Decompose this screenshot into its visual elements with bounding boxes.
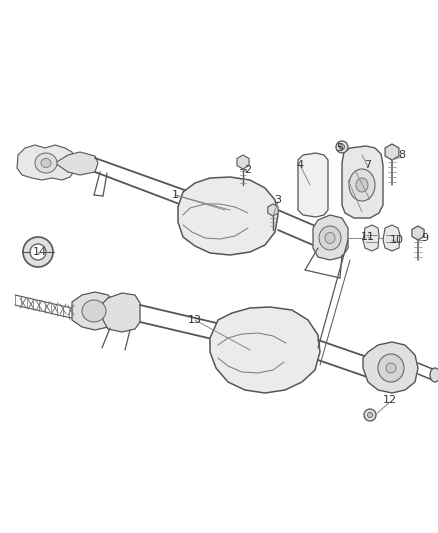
Polygon shape bbox=[298, 153, 328, 217]
Polygon shape bbox=[313, 215, 348, 260]
Text: 5: 5 bbox=[336, 143, 343, 153]
Polygon shape bbox=[383, 225, 400, 251]
Ellipse shape bbox=[41, 158, 51, 167]
Polygon shape bbox=[103, 293, 140, 332]
Polygon shape bbox=[72, 292, 115, 330]
Ellipse shape bbox=[336, 141, 348, 153]
Text: 2: 2 bbox=[244, 165, 251, 175]
Ellipse shape bbox=[386, 363, 396, 373]
Ellipse shape bbox=[364, 409, 376, 421]
Polygon shape bbox=[412, 226, 424, 240]
Text: 1: 1 bbox=[172, 190, 179, 200]
Text: 10: 10 bbox=[390, 235, 404, 245]
Text: 8: 8 bbox=[399, 150, 406, 160]
Polygon shape bbox=[268, 204, 278, 216]
Ellipse shape bbox=[325, 232, 335, 244]
Ellipse shape bbox=[30, 244, 46, 260]
Ellipse shape bbox=[23, 237, 53, 267]
Ellipse shape bbox=[339, 144, 345, 149]
Polygon shape bbox=[237, 155, 249, 169]
Ellipse shape bbox=[430, 368, 438, 382]
Text: 14: 14 bbox=[33, 247, 47, 257]
Text: 4: 4 bbox=[297, 160, 304, 170]
Text: 3: 3 bbox=[275, 195, 282, 205]
Polygon shape bbox=[342, 146, 383, 218]
Ellipse shape bbox=[319, 226, 341, 250]
Ellipse shape bbox=[82, 300, 106, 322]
Ellipse shape bbox=[35, 153, 57, 173]
Ellipse shape bbox=[367, 413, 372, 417]
Polygon shape bbox=[363, 342, 418, 393]
Polygon shape bbox=[55, 152, 98, 175]
Polygon shape bbox=[178, 177, 278, 255]
Polygon shape bbox=[363, 225, 379, 251]
Text: 12: 12 bbox=[383, 395, 397, 405]
Ellipse shape bbox=[349, 169, 375, 201]
Polygon shape bbox=[385, 144, 399, 160]
Text: 9: 9 bbox=[421, 233, 428, 243]
Text: 11: 11 bbox=[361, 232, 375, 242]
Ellipse shape bbox=[356, 178, 368, 192]
Text: 13: 13 bbox=[188, 315, 202, 325]
Polygon shape bbox=[17, 145, 75, 180]
Polygon shape bbox=[210, 307, 320, 393]
Text: 7: 7 bbox=[364, 160, 371, 170]
Ellipse shape bbox=[378, 354, 404, 382]
